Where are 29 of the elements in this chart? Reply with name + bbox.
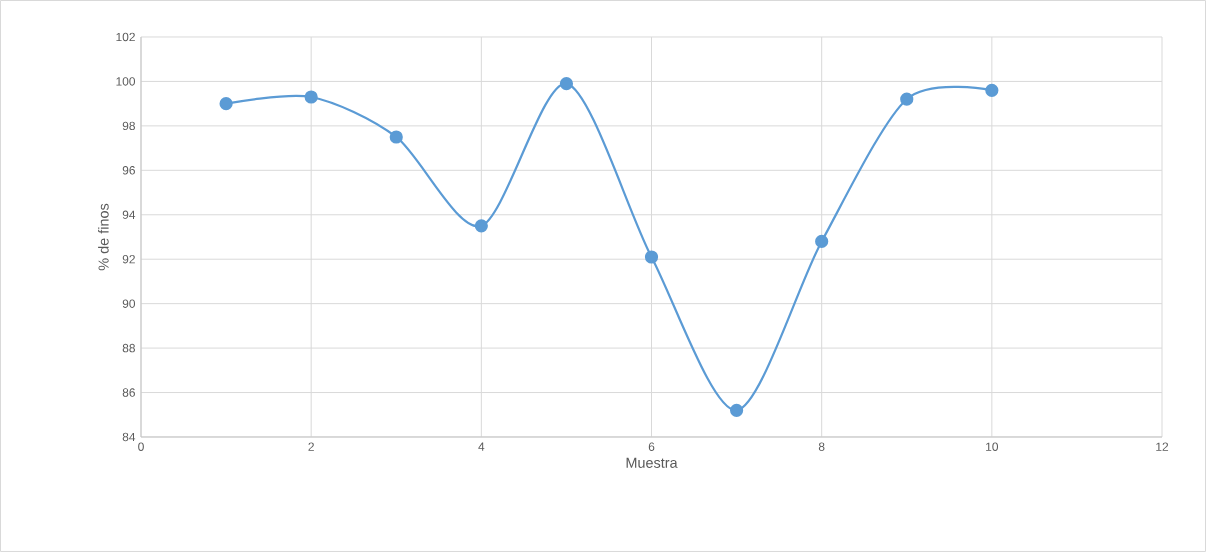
y-tick-label: 94: [122, 210, 136, 219]
point: [304, 90, 318, 104]
y-tick-label: 96: [122, 166, 135, 175]
y-tick-label: 90: [122, 299, 136, 308]
x-tick-label: 2: [308, 442, 314, 451]
x-tick-label: 4: [478, 442, 485, 451]
point: [815, 234, 829, 249]
point: [729, 403, 744, 417]
point: [559, 77, 574, 91]
point: [900, 92, 914, 106]
y-tick-label: 98: [122, 121, 135, 131]
point: [644, 250, 659, 264]
point: [389, 130, 403, 144]
x-tick-label: 10: [986, 442, 999, 451]
y-tick-label: 88: [122, 343, 135, 353]
y-tick-label: 84: [122, 432, 136, 442]
x-tick-label: 0: [138, 442, 144, 451]
y-axis-title: % de finos: [98, 203, 109, 271]
x-tick-label: 12: [1156, 442, 1169, 451]
y-tick-label: 100: [116, 77, 136, 86]
point: [985, 83, 999, 97]
y-tick-label: 102: [116, 32, 135, 42]
y-tick-label: 92: [122, 254, 135, 264]
x-axis-title: Muestra: [626, 457, 678, 468]
x-tick-label: 8: [818, 442, 825, 451]
point: [474, 219, 488, 233]
x-tick-label: 6: [648, 442, 655, 451]
y-tick-label: 86: [122, 388, 135, 397]
point: [219, 97, 233, 111]
